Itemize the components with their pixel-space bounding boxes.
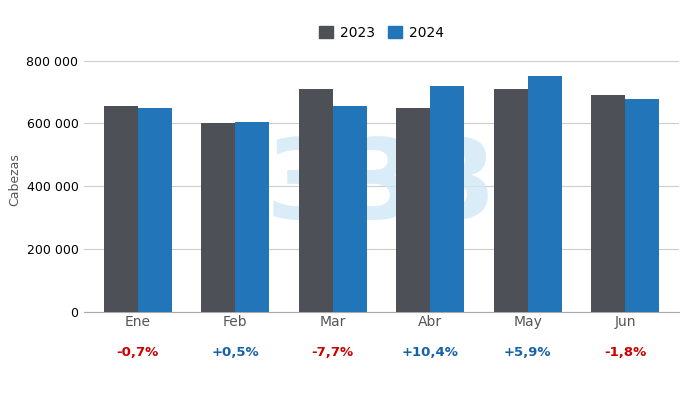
Bar <box>201 124 235 312</box>
Bar <box>430 86 464 312</box>
Bar <box>396 108 430 312</box>
Text: 333: 333 <box>265 134 498 242</box>
Legend: 2023, 2024: 2023, 2024 <box>316 23 447 43</box>
Text: +10,4%: +10,4% <box>402 346 458 359</box>
Bar <box>235 122 270 312</box>
Bar <box>104 106 138 312</box>
Bar <box>299 89 332 312</box>
Bar <box>592 95 625 312</box>
Text: -7,7%: -7,7% <box>312 346 354 359</box>
Y-axis label: Cabezas: Cabezas <box>8 154 21 206</box>
Text: -0,7%: -0,7% <box>116 346 159 359</box>
Bar <box>625 99 659 312</box>
Text: -1,8%: -1,8% <box>604 346 647 359</box>
Bar <box>138 108 172 312</box>
Bar <box>494 89 528 312</box>
Text: +0,5%: +0,5% <box>211 346 259 359</box>
Text: +5,9%: +5,9% <box>504 346 552 359</box>
Bar <box>332 106 367 312</box>
Bar <box>528 76 562 312</box>
